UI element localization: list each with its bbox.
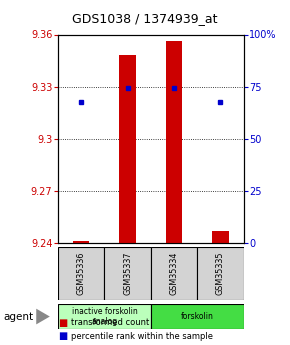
Bar <box>151 247 197 300</box>
Text: ■: ■ <box>58 332 67 341</box>
Text: GSM35336: GSM35336 <box>77 252 86 295</box>
Polygon shape <box>36 309 50 324</box>
Text: ■: ■ <box>58 318 67 327</box>
Text: forskolin: forskolin <box>181 312 214 321</box>
Text: inactive forskolin
analog: inactive forskolin analog <box>72 307 137 326</box>
Text: GSM35335: GSM35335 <box>216 252 225 295</box>
Bar <box>151 304 244 329</box>
Text: percentile rank within the sample: percentile rank within the sample <box>71 332 213 341</box>
Bar <box>73 241 89 243</box>
Bar <box>119 55 136 243</box>
Text: GSM35337: GSM35337 <box>123 252 132 295</box>
Text: GSM35334: GSM35334 <box>169 252 179 295</box>
Bar <box>104 247 151 300</box>
Bar <box>166 41 182 243</box>
Bar <box>197 247 244 300</box>
Bar <box>212 231 229 243</box>
Bar <box>58 247 104 300</box>
Text: GDS1038 / 1374939_at: GDS1038 / 1374939_at <box>72 12 218 25</box>
Text: transformed count: transformed count <box>71 318 149 327</box>
Text: agent: agent <box>3 312 33 322</box>
Bar <box>58 304 151 329</box>
